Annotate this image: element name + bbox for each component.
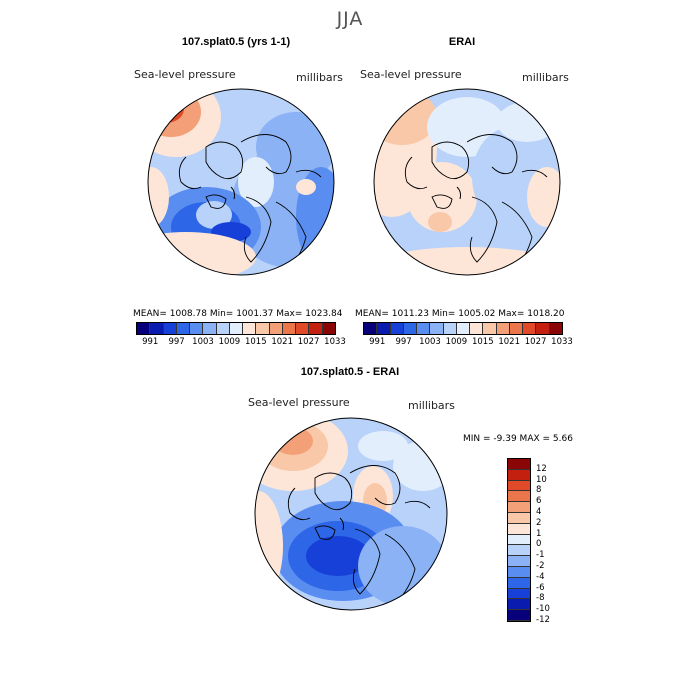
colorbar-swatch (535, 323, 549, 334)
colorbar-swatch (137, 323, 150, 334)
panel1-variable-label: Sea-level pressure (134, 68, 236, 81)
colorbar-tick-label: 6 (536, 496, 542, 507)
colorbar-tick-label: 10 (536, 474, 547, 485)
colorbar-tick-label: -4 (536, 571, 545, 582)
colorbar-swatch (508, 523, 530, 535)
colorbar-tick-label: -10 (536, 604, 550, 615)
colorbar-tick-label: 997 (395, 337, 412, 347)
colorbar-swatch (162, 323, 176, 334)
colorbar-tick-label: 1027 (297, 337, 320, 347)
colorbar-tick-label: 4 (536, 507, 542, 517)
colorbar-swatch (482, 323, 496, 334)
colorbar-tick-label: -2 (536, 561, 545, 571)
panel3-colorbar (507, 458, 531, 622)
colorbar-swatch (149, 323, 163, 334)
colorbar-tick-label: 12 (536, 463, 547, 474)
colorbar-tick-label: 0 (536, 539, 542, 550)
panel1-stats: MEAN= 1008.78 Min= 1001.37 Max= 1023.84 (133, 309, 343, 319)
panel1-title: 107.splat0.5 (yrs 1-1) (181, 36, 291, 48)
panel2-polar-map (373, 88, 561, 276)
colorbar-swatch (389, 323, 403, 334)
panel1-colorbar (136, 322, 336, 335)
colorbar-swatch (416, 323, 430, 334)
panel2-title: ERAI (448, 36, 476, 48)
colorbar-tick-label: -6 (536, 582, 545, 593)
panel1-units-label: millibars (296, 71, 343, 84)
colorbar-swatch (508, 459, 530, 470)
colorbar-swatch (508, 577, 530, 589)
colorbar-tick-label: 1003 (192, 337, 214, 347)
panel1-colorbar-labels: 991 997 1003 1009 1015 1021 1027 1033 (136, 337, 346, 349)
colorbar-tick-label: 1003 (419, 337, 441, 347)
panel3-variable-label: Sea-level pressure (248, 396, 350, 409)
colorbar-swatch (442, 323, 456, 334)
colorbar-swatch (376, 323, 390, 334)
colorbar-swatch (508, 599, 530, 611)
colorbar-swatch (508, 480, 530, 492)
colorbar-swatch (508, 556, 530, 567)
colorbar-tick-label: -12 (536, 615, 550, 625)
panel3-units-label: millibars (408, 399, 455, 412)
colorbar-tick-label: 1027 (524, 337, 547, 347)
colorbar-swatch (508, 502, 530, 513)
colorbar-swatch (175, 323, 190, 334)
colorbar-tick-label: 1033 (324, 337, 346, 347)
panel2-stats: MEAN= 1011.23 Min= 1005.02 Max= 1018.20 (355, 309, 565, 319)
colorbar-swatch (508, 469, 530, 481)
colorbar-swatch (508, 566, 530, 578)
colorbar-tick-label: 1009 (445, 337, 468, 347)
colorbar-swatch (242, 323, 256, 334)
colorbar-tick-label: -1 (536, 550, 545, 561)
colorbar-swatch (495, 323, 509, 334)
colorbar-swatch (364, 323, 377, 334)
colorbar-swatch (189, 323, 203, 334)
colorbar-tick-label: 991 (142, 337, 159, 347)
colorbar-swatch (522, 323, 536, 334)
colorbar-swatch (255, 323, 269, 334)
colorbar-swatch (508, 588, 530, 600)
panel2-colorbar-labels: 991 997 1003 1009 1015 1021 1027 1033 (363, 337, 573, 349)
colorbar-swatch (508, 491, 530, 503)
panel2-colorbar (363, 322, 563, 335)
colorbar-tick-label: 1021 (271, 337, 294, 347)
colorbar-swatch (455, 323, 470, 334)
colorbar-swatch (308, 323, 322, 334)
colorbar-tick-label: -8 (536, 593, 545, 604)
figure-title: JJA (336, 8, 364, 30)
colorbar-tick-label: 1021 (498, 337, 521, 347)
colorbar-tick-label: 2 (536, 517, 542, 528)
colorbar-swatch (548, 323, 562, 334)
panel2-units-label: millibars (522, 71, 569, 84)
colorbar-swatch (402, 323, 417, 334)
panel1-polar-map (147, 88, 335, 276)
panel3-colorbar-labels: 12 10 8 6 4 2 1 0 -1 -2 -4 -6 -8 -10 -12 (536, 458, 576, 625)
colorbar-tick-label: 991 (369, 337, 386, 347)
panel3-title: 107.splat0.5 - ERAI (300, 366, 400, 378)
colorbar-swatch (281, 323, 296, 334)
colorbar-tick-label: 1 (536, 528, 542, 539)
colorbar-swatch (429, 323, 443, 334)
colorbar-swatch (295, 323, 309, 334)
colorbar-tick-label: 1015 (471, 337, 494, 347)
colorbar-swatch (215, 323, 229, 334)
colorbar-tick-label: 1033 (551, 337, 573, 347)
colorbar-swatch (508, 610, 530, 621)
panel3-stats: MIN = -9.39 MAX = 5.66 (463, 434, 573, 444)
panel3-polar-map (254, 417, 448, 611)
colorbar-tick-label: 1009 (218, 337, 241, 347)
colorbar-tick-label: 8 (536, 485, 542, 496)
colorbar-swatch (202, 323, 216, 334)
colorbar-swatch (469, 323, 483, 334)
colorbar-tick-label: 1015 (244, 337, 267, 347)
colorbar-swatch (508, 545, 530, 557)
colorbar-swatch (228, 323, 243, 334)
colorbar-tick-label: 997 (168, 337, 185, 347)
colorbar-swatch (321, 323, 335, 334)
colorbar-swatch (268, 323, 282, 334)
colorbar-swatch (508, 512, 530, 524)
colorbar-swatch (508, 534, 530, 546)
colorbar-swatch (508, 323, 523, 334)
panel2-variable-label: Sea-level pressure (360, 68, 462, 81)
